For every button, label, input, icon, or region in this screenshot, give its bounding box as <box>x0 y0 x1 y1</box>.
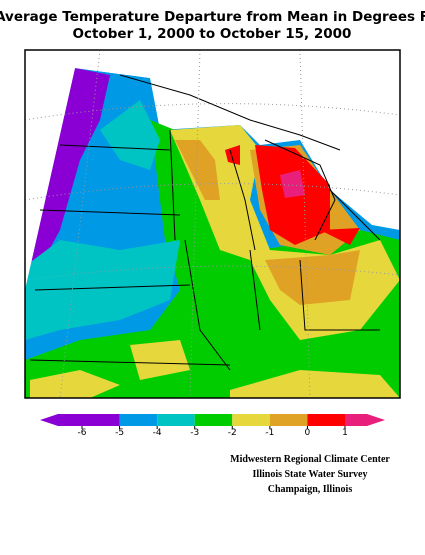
legend-color <box>345 414 385 426</box>
legend-tick-label: -1 <box>265 428 274 438</box>
legend-tick-label: -4 <box>153 428 162 438</box>
legend-color <box>307 414 345 426</box>
title-line: Average Temperature Departure from Mean … <box>0 9 425 25</box>
map <box>24 49 401 399</box>
legend: -6 -5 -4 -3 -2 -1 0 1 <box>40 414 385 438</box>
legend-color <box>40 414 120 426</box>
legend-color <box>119 414 158 426</box>
legend-color <box>269 414 308 426</box>
legend-tick-label: 0 <box>305 428 311 438</box>
credit: Midwestern Regional Climate Center <box>230 454 390 465</box>
legend-color <box>232 414 270 426</box>
credit: Illinois State Water Survey <box>253 469 368 480</box>
legend-tick-label: -6 <box>78 428 87 438</box>
title-line: October 1, 2000 to October 15, 2000 <box>73 26 352 42</box>
legend-color <box>157 414 195 426</box>
legend-tick-label: 1 <box>342 428 348 438</box>
legend-tick-label: -5 <box>115 428 124 438</box>
credit: Champaign, Illinois <box>268 484 353 495</box>
legend-tick-label: -3 <box>190 428 199 438</box>
legend-tick-label: -2 <box>228 428 237 438</box>
legend-color <box>194 414 233 426</box>
